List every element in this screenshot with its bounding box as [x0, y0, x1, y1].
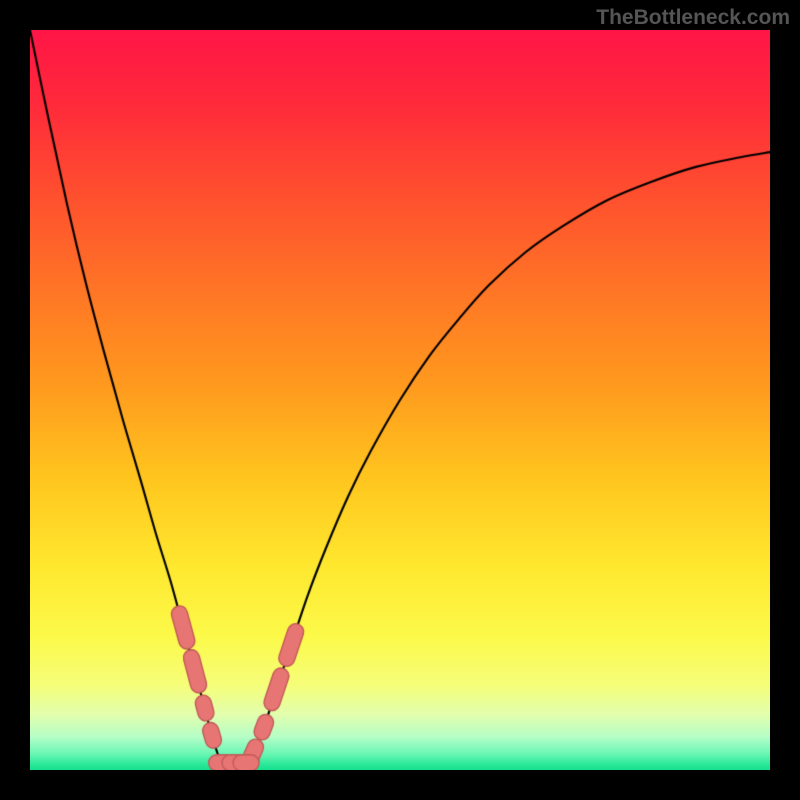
plot-area	[30, 30, 770, 770]
watermark-text: TheBottleneck.com	[596, 6, 790, 30]
marker-layer	[30, 30, 770, 770]
chart-root: TheBottleneck.com	[0, 0, 800, 800]
